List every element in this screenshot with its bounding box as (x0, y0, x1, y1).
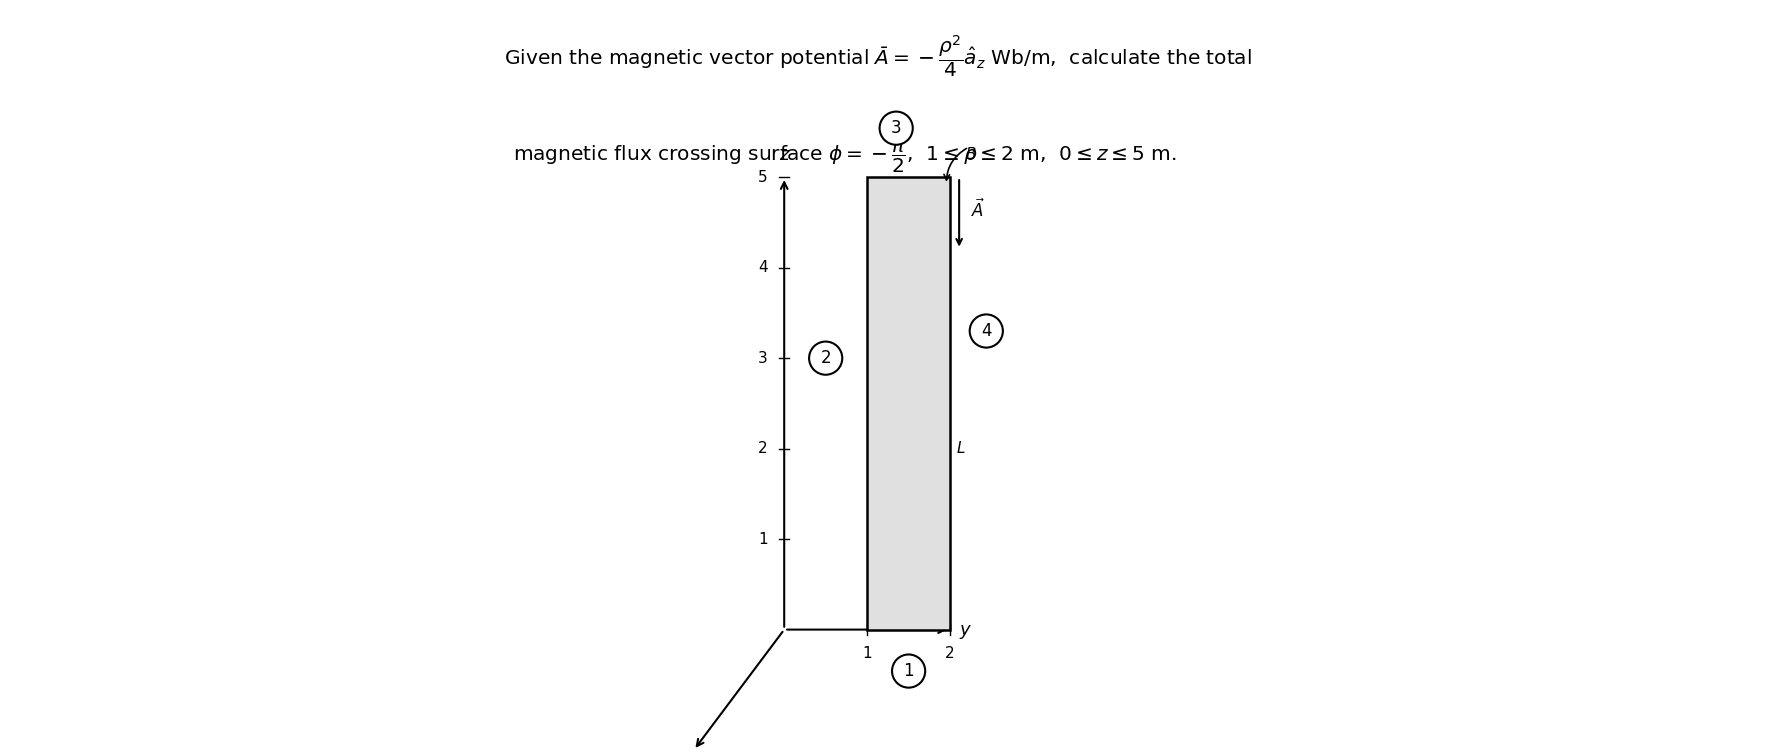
Text: L: L (957, 441, 964, 456)
Text: B: B (966, 147, 976, 162)
Text: 1: 1 (758, 532, 767, 547)
Text: 2: 2 (758, 441, 767, 456)
Text: $\vec{A}$: $\vec{A}$ (971, 198, 985, 221)
Circle shape (969, 314, 1003, 348)
Circle shape (810, 342, 842, 375)
Text: 3: 3 (758, 351, 767, 366)
Bar (867, 177, 950, 630)
Text: 5: 5 (758, 170, 767, 185)
Text: magnetic flux crossing surface $\phi = -\dfrac{\pi}{2}$,  $1 \leq \rho \leq 2$ m: magnetic flux crossing surface $\phi = -… (512, 139, 1177, 175)
Text: 1: 1 (904, 662, 914, 680)
Text: 4: 4 (758, 260, 767, 275)
Text: 2: 2 (820, 349, 831, 367)
Text: 1: 1 (863, 646, 872, 661)
Text: Given the magnetic vector potential $\bar{A} = -\dfrac{\rho^2}{4}\hat{a}_z$ Wb/m: Given the magnetic vector potential $\ba… (503, 34, 1251, 80)
Circle shape (891, 654, 925, 688)
Text: 4: 4 (982, 322, 992, 340)
Text: z: z (780, 146, 789, 164)
Text: 2: 2 (944, 646, 955, 661)
Text: 3: 3 (891, 119, 902, 137)
Text: y: y (960, 621, 971, 639)
Circle shape (879, 112, 913, 145)
